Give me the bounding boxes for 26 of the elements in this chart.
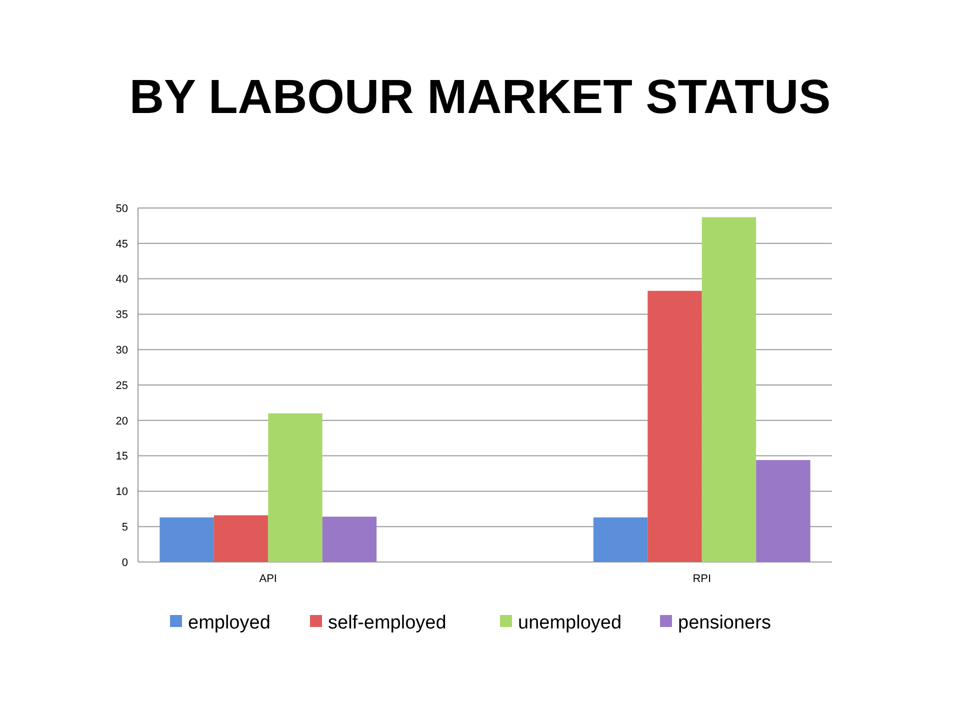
y-tick-label: 25 (116, 380, 128, 392)
bar (702, 217, 756, 562)
y-tick-label: 45 (116, 238, 128, 250)
y-tick-label: 15 (116, 450, 128, 463)
y-tick-label: 35 (116, 309, 128, 322)
y-tick-label: 0 (122, 556, 128, 569)
x-tick-label: API (259, 573, 277, 585)
y-tick-label: 5 (122, 521, 128, 534)
bar (648, 290, 702, 562)
legend-label: employed (188, 612, 270, 634)
x-tick-label: RPI (692, 573, 712, 585)
bar (160, 517, 214, 562)
legend-label: self-employed (328, 612, 446, 634)
bar (214, 515, 268, 562)
y-tick-label: 40 (116, 274, 128, 286)
legend-label: pensioners (678, 612, 771, 634)
y-tick-label: 30 (116, 344, 128, 356)
bar (756, 460, 810, 562)
bar (593, 517, 648, 562)
y-tick-label: 20 (116, 415, 128, 428)
y-tick-label: 10 (116, 486, 128, 498)
legend-label: unemployed (518, 612, 622, 634)
bar (268, 413, 322, 562)
chart-title: BY LABOUR MARKET STATUS (129, 71, 831, 124)
bar (322, 516, 377, 562)
y-tick-label: 50 (116, 202, 128, 215)
